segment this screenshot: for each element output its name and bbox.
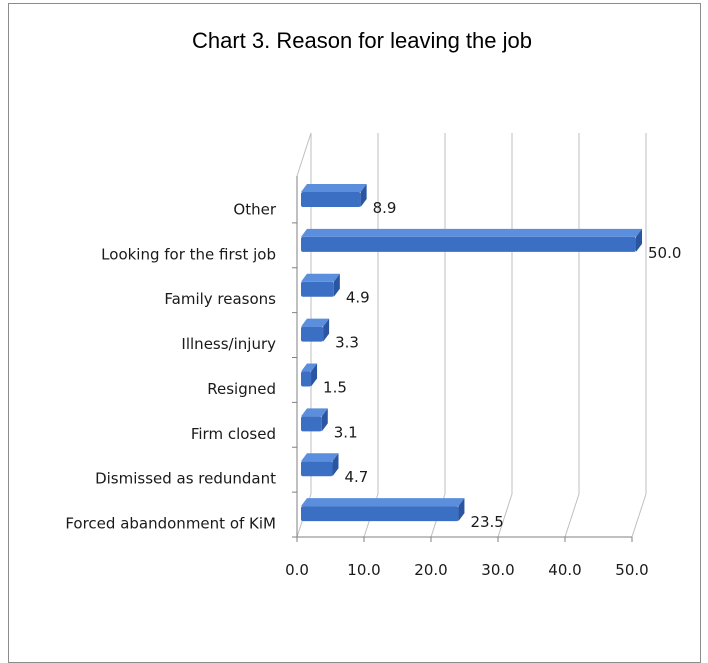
bar-4 xyxy=(301,318,330,342)
gridline-floor-3 xyxy=(497,493,513,538)
category-label-3: Resigned xyxy=(207,380,276,398)
data-label-3: 1.5 xyxy=(323,378,347,396)
bar-top-0 xyxy=(301,498,465,507)
bar-front-2 xyxy=(301,416,322,432)
data-label-0: 23.5 xyxy=(470,513,503,531)
data-label-1: 4.7 xyxy=(344,468,368,486)
bar-front-7 xyxy=(301,191,361,207)
bar-side-0 xyxy=(458,498,465,522)
bar-side-6 xyxy=(636,228,642,252)
gridline-floor-5 xyxy=(631,493,647,538)
x-tick-label-3: 30.0 xyxy=(481,561,514,579)
x-tick-label-0: 0.0 xyxy=(285,561,309,579)
bar-top-4 xyxy=(301,318,330,327)
x-tick-label-2: 20.0 xyxy=(414,561,447,579)
bar-top-1 xyxy=(301,453,339,462)
bar-side-1 xyxy=(332,453,339,477)
bars-layer xyxy=(301,183,642,522)
category-label-2: Firm closed xyxy=(191,425,276,443)
bar-front-4 xyxy=(301,326,324,342)
category-label-0: Forced abandonment of KiM xyxy=(65,515,276,533)
category-label-4: Illness/injury xyxy=(181,335,276,353)
bar-top-6 xyxy=(301,228,642,237)
data-label-2: 3.1 xyxy=(334,423,358,441)
data-label-7: 8.9 xyxy=(373,199,397,217)
bar-top-7 xyxy=(301,183,367,192)
labels-layer: 0.0 10.0 20.0 30.0 40.0 50.0 23.5 Forced abando… xyxy=(65,199,681,579)
bar-3 xyxy=(301,363,318,387)
bar-side-3 xyxy=(311,363,318,387)
category-label-7: Other xyxy=(233,200,276,218)
x-tick-label-1: 10.0 xyxy=(347,561,380,579)
bar-6 xyxy=(301,228,642,252)
chart-frame xyxy=(8,3,701,663)
chart-title: Chart 3. Reason for leaving the job xyxy=(192,28,532,53)
bar-side-7 xyxy=(360,183,367,207)
bar-top-3 xyxy=(301,363,318,372)
data-label-5: 4.9 xyxy=(346,289,370,307)
bar-top-5 xyxy=(301,273,340,282)
bar-7 xyxy=(301,183,367,207)
bar-top-2 xyxy=(301,408,328,417)
category-label-6: Looking for the first job xyxy=(101,245,276,263)
bar-front-5 xyxy=(301,281,334,297)
x-tick-label-4: 40.0 xyxy=(548,561,581,579)
bar-side-4 xyxy=(323,318,330,342)
data-label-4: 3.3 xyxy=(335,334,359,352)
category-label-1: Dismissed as redundant xyxy=(95,470,276,488)
bar-1 xyxy=(301,453,339,477)
bar-front-1 xyxy=(301,461,333,477)
bar-5 xyxy=(301,273,340,297)
bar-2 xyxy=(301,408,328,432)
x-tick-label-5: 50.0 xyxy=(615,561,648,579)
bar-front-3 xyxy=(301,371,312,387)
bar-side-5 xyxy=(333,273,340,297)
data-label-6: 50.0 xyxy=(648,244,681,262)
bar-chart: Chart 3. Reason for leaving the job 0.0 1… xyxy=(65,28,681,579)
side-wall-top xyxy=(296,132,312,177)
bar-side-2 xyxy=(321,408,328,432)
bar-front-0 xyxy=(301,506,459,522)
bar-front-6 xyxy=(301,236,636,252)
category-label-5: Family reasons xyxy=(164,290,276,308)
gridline-floor-4 xyxy=(564,493,580,538)
bar-0 xyxy=(301,498,465,522)
